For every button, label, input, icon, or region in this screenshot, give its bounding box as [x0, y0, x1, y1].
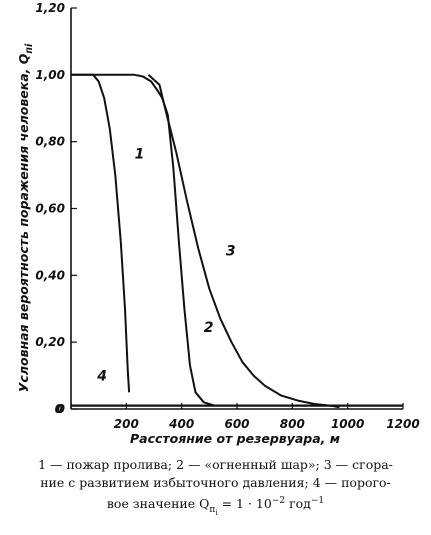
y-tick-label: 1,00: [35, 68, 65, 82]
series-group: [71, 73, 403, 409]
y-tick-label: 0,20: [35, 335, 65, 349]
series-2-line: [71, 73, 216, 407]
y-axis-title: Условная вероятность поражения человека,…: [16, 43, 35, 392]
y-tick-label: 1,20: [35, 1, 65, 15]
series-4-label: 4: [96, 369, 107, 385]
series-3-label: 3: [226, 243, 236, 259]
x-axis-title: Расстояние от резервуара, м: [130, 431, 340, 446]
caption-line-2: ние с развитием избыточного давления; 4 …: [40, 475, 391, 490]
x-tick-label: 600: [224, 417, 249, 431]
series-2-label: 2: [204, 320, 214, 336]
caption-line-1: 1 — пожар пролива; 2 — «огненный шар»; 3…: [38, 457, 393, 472]
x-tick-label: 1000: [331, 417, 364, 431]
series-1-line: [71, 73, 131, 393]
axes: [70, 8, 403, 410]
x-tick-label: 0: [55, 402, 63, 416]
series-1-label: 1: [135, 146, 145, 162]
x-tick-label: 200: [114, 417, 139, 431]
x-tick-label: 400: [168, 417, 194, 431]
series-3-line: [147, 74, 340, 409]
chart: 0 0,20 0,40 0,60 0,80 1,00 1,20 0 200 400 600 800 1…: [16, 1, 420, 446]
y-tick-label: 0,40: [35, 268, 65, 282]
y-tick-label: 0,80: [35, 135, 65, 149]
x-axis-ticks: 0 200 400 600 800 1000 1200: [55, 402, 420, 431]
figure-caption: 1 — пожар пролива; 2 — «огненный шар»; 3…: [10, 456, 421, 521]
y-axis-ticks: 0 0,20 0,40 0,60 0,80 1,00 1,20: [35, 1, 77, 416]
series-labels: 1 2 3 4: [96, 146, 235, 384]
x-tick-label: 800: [280, 417, 305, 431]
y-tick-label: 0,60: [35, 202, 65, 216]
y-tick-label: 0: [57, 402, 65, 416]
x-tick-label: 1200: [386, 417, 419, 431]
caption-line-3: вое значение Qпi = 1 · 10−2 год−1: [106, 496, 325, 517]
